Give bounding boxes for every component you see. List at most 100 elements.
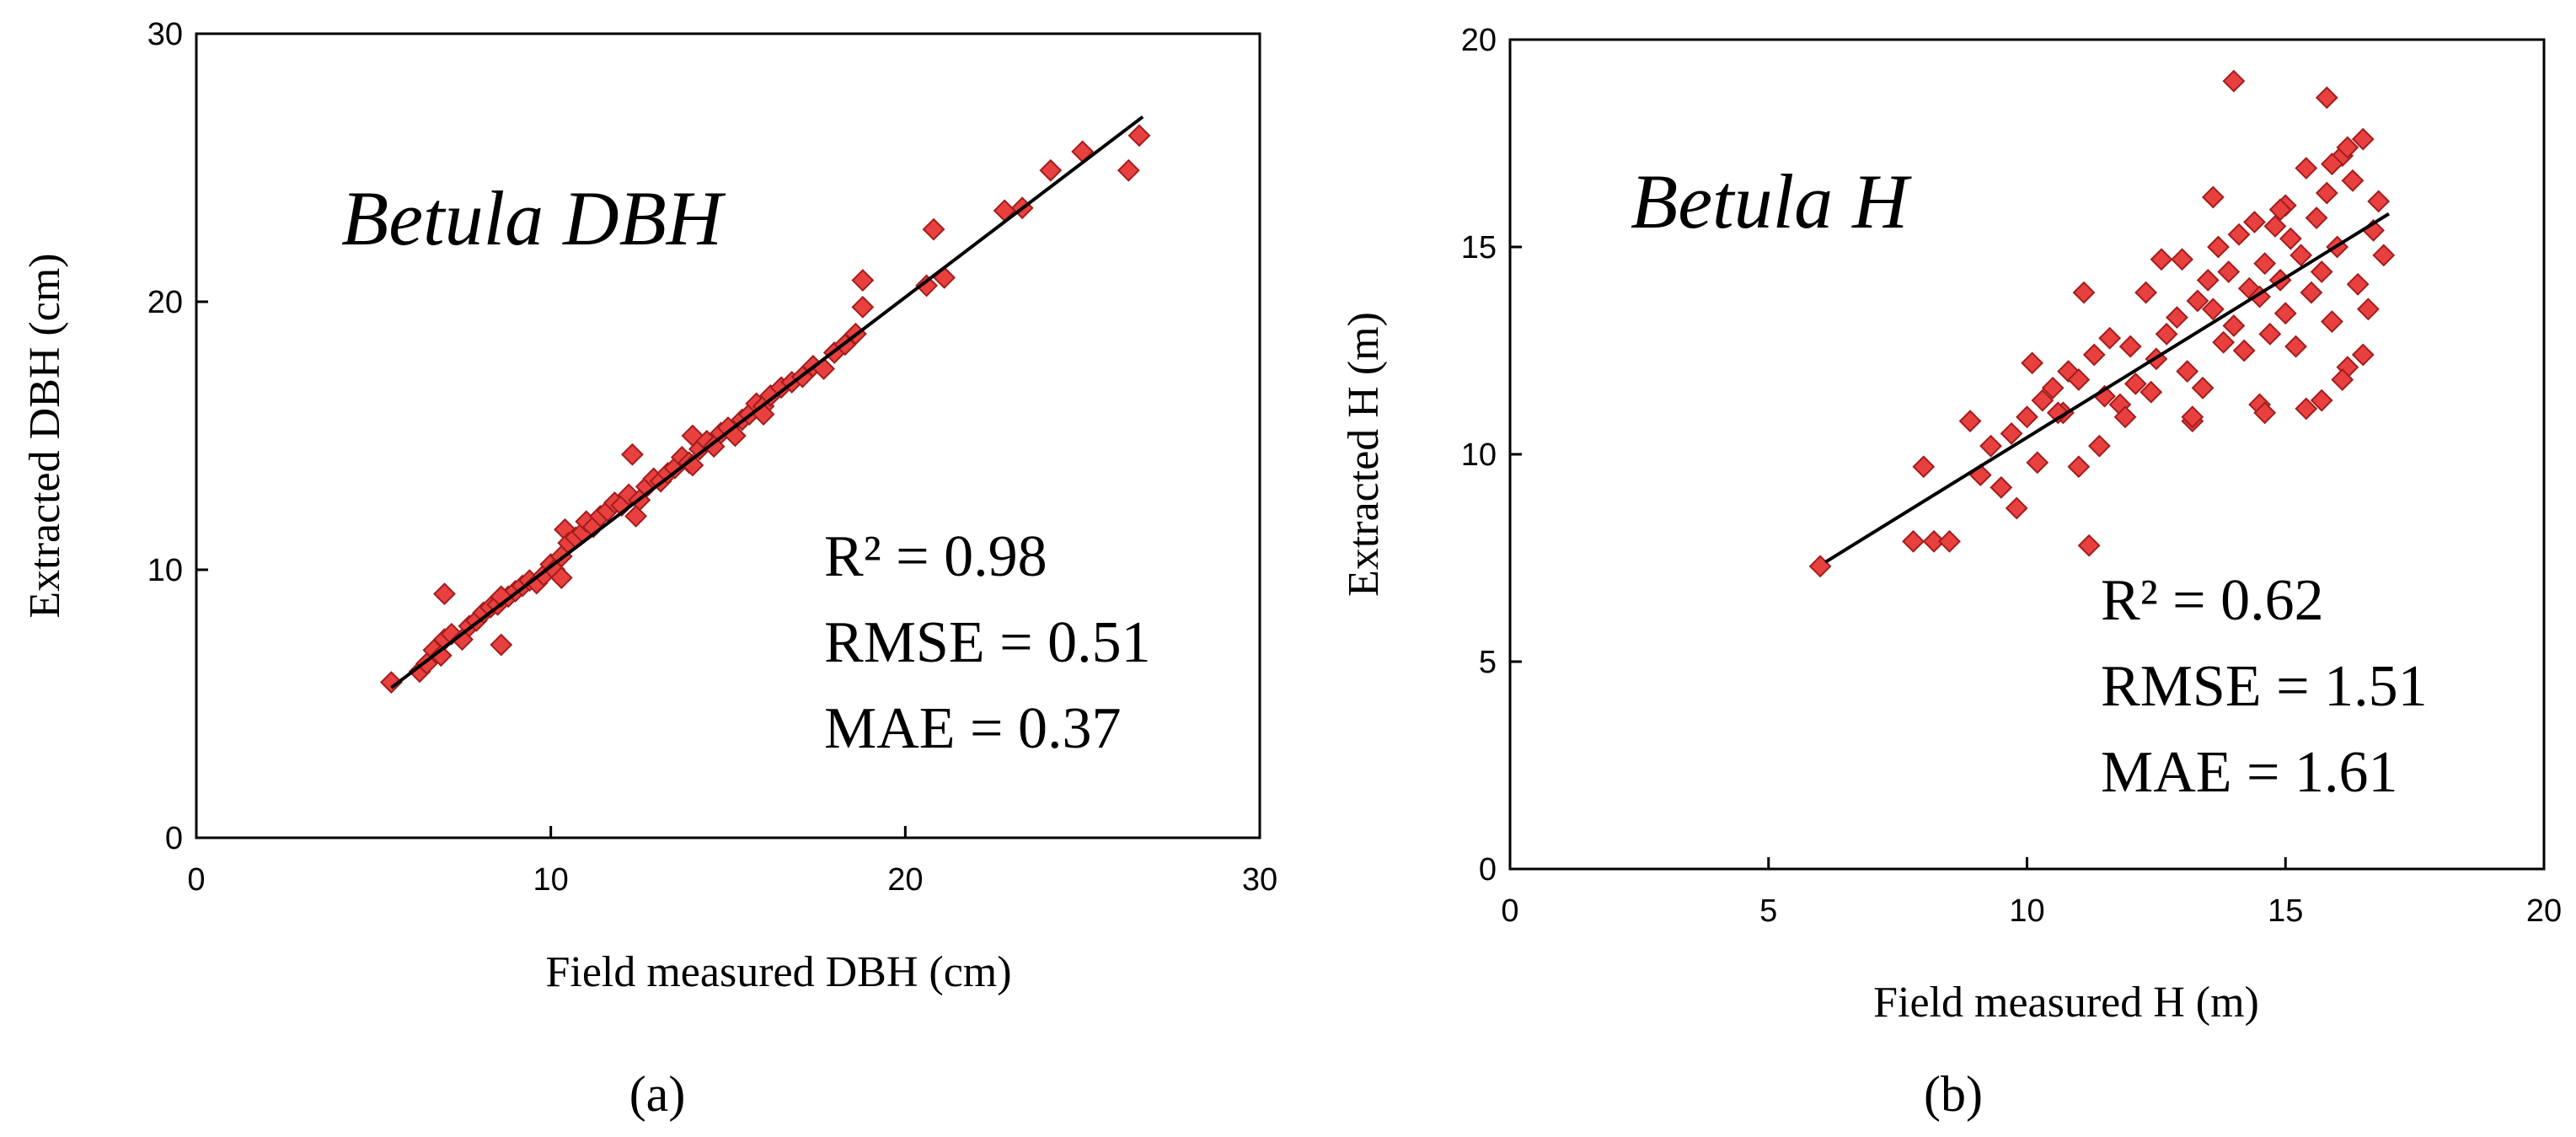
data-point-height-18 <box>2067 368 2091 391</box>
stat-r2-dbh: R² = 0.98 <box>824 524 1047 589</box>
y-tick-label-dbh-2: 20 <box>147 285 183 320</box>
x-tick-label-height-1: 5 <box>1759 893 1777 929</box>
data-point-height-76 <box>2181 405 2204 429</box>
x-ticks-height: 0 5 10 15 20 <box>1501 857 2562 929</box>
data-point-height-82 <box>2201 185 2225 209</box>
data-point-height-79 <box>2331 368 2354 391</box>
data-point-height-7 <box>1979 434 2002 458</box>
data-point-height-81 <box>2150 248 2173 271</box>
y-ticks-height: 0 5 10 15 20 <box>1461 23 1522 888</box>
stat-rmse-dbh: RMSE = 0.51 <box>824 610 1151 675</box>
data-point-height-5 <box>1958 410 1982 433</box>
data-point-height-71 <box>2351 127 2375 151</box>
data-point-height-42 <box>2222 69 2246 93</box>
chart-title-dbh: Betula DBH <box>341 175 726 261</box>
x-tick-label-dbh-0: 0 <box>187 862 205 898</box>
data-point-height-4 <box>1938 529 1961 553</box>
data-point-height-86 <box>2113 405 2137 429</box>
stat-mae-height: MAE = 1.61 <box>2101 740 2398 805</box>
y-tick-label-dbh-0: 0 <box>165 821 183 856</box>
data-point-height-40 <box>2212 330 2236 354</box>
y-axis-label-dbh: Extracted DBH (cm) <box>21 253 69 618</box>
data-point-dbh-76 <box>549 566 573 589</box>
data-point-height-62 <box>2310 260 2333 283</box>
data-point-height-3 <box>1922 529 1946 553</box>
x-tick-label-height-4: 20 <box>2526 893 2562 929</box>
data-point-height-12 <box>2021 351 2044 375</box>
data-point-height-69 <box>2341 169 2364 192</box>
data-point-height-8 <box>1990 475 2013 499</box>
x-tick-label-dbh-2: 20 <box>887 862 923 898</box>
data-point-height-41 <box>2217 260 2241 283</box>
data-point-dbh-64 <box>851 269 875 292</box>
data-point-height-70 <box>2346 272 2370 296</box>
data-point-height-85 <box>2336 136 2359 159</box>
data-point-height-27 <box>2123 372 2147 395</box>
data-point-dbh-73 <box>1127 124 1151 147</box>
trendline-height <box>1824 212 2391 564</box>
data-point-height-87 <box>2140 380 2163 404</box>
data-point-height-38 <box>2201 298 2225 321</box>
data-point-height-32 <box>2171 248 2193 271</box>
data-point-height-47 <box>2243 211 2266 233</box>
data-point-dbh-74 <box>433 582 456 606</box>
y-tick-label-height-0: 0 <box>1479 852 1497 888</box>
panel-label-a: (a) <box>629 1066 686 1122</box>
data-point-dbh-34 <box>621 442 644 466</box>
y-tick-label-height-3: 15 <box>1461 230 1497 265</box>
data-point-height-57 <box>2284 335 2307 358</box>
y-axis-label-height: Extracted H (m) <box>1340 312 1388 597</box>
data-point-height-90 <box>2310 389 2333 412</box>
data-point-height-15 <box>2041 376 2065 400</box>
stat-rmse-height: RMSE = 1.51 <box>2101 654 2428 719</box>
data-point-dbh-77 <box>624 504 648 528</box>
data-point-height-51 <box>2258 322 2282 346</box>
x-tick-label-dbh-3: 30 <box>1242 862 1277 898</box>
data-point-height-65 <box>2321 310 2343 333</box>
data-point-height-1 <box>1902 529 1925 553</box>
y-tick-label-dbh-1: 10 <box>147 553 183 588</box>
data-point-height-37 <box>2196 268 2220 292</box>
data-point-height-64 <box>2315 181 2338 205</box>
chart-dbh: 0 10 20 30 0 10 20 30 Betula DBH R² = 0.98 RMS… <box>21 17 1277 1122</box>
data-point-height-9 <box>2000 421 2023 445</box>
data-point-height-84 <box>2321 153 2343 176</box>
data-point-dbh-70 <box>1039 158 1063 182</box>
y-tick-label-height-2: 10 <box>1461 437 1497 473</box>
panel-label-b: (b) <box>1924 1066 1983 1122</box>
data-point-height-56 <box>2279 227 2302 250</box>
data-point-height-44 <box>2227 223 2251 246</box>
data-point-dbh-67 <box>933 265 956 289</box>
x-tick-label-height-3: 15 <box>2268 893 2303 929</box>
stat-r2-height: R² = 0.62 <box>2101 568 2324 633</box>
data-point-height-54 <box>2273 302 2297 325</box>
data-point-height-28 <box>2134 281 2158 304</box>
data-point-dbh-66 <box>922 217 945 241</box>
stat-mae-dbh: MAE = 0.37 <box>824 696 1122 761</box>
data-point-height-19 <box>2067 455 2091 479</box>
x-ticks-dbh: 0 10 20 30 <box>187 826 1277 898</box>
data-point-height-45 <box>2232 339 2256 362</box>
trendline-dbh <box>390 115 1144 689</box>
x-tick-label-height-2: 10 <box>2009 893 2044 929</box>
data-point-height-24 <box>2098 326 2122 350</box>
y-ticks-dbh: 0 10 20 30 <box>147 17 208 856</box>
data-point-height-80 <box>2351 343 2375 367</box>
data-point-height-83 <box>2268 198 2292 222</box>
data-point-height-33 <box>2176 360 2199 383</box>
y-tick-label-height-1: 5 <box>1479 645 1497 680</box>
data-point-dbh-63 <box>851 295 875 319</box>
data-point-height-31 <box>2166 306 2188 330</box>
data-point-height-52 <box>2263 214 2287 238</box>
data-point-height-50 <box>2253 252 2277 276</box>
chart-title-height: Betula H <box>1631 158 1912 244</box>
y-tick-label-height-4: 20 <box>1461 23 1497 58</box>
scatter-points-height <box>1808 69 2396 578</box>
y-tick-label-dbh-3: 30 <box>147 17 183 52</box>
data-point-height-20 <box>2072 281 2096 304</box>
data-point-height-74 <box>2367 190 2391 213</box>
plot-frame-dbh <box>195 32 1261 839</box>
data-point-height-11 <box>2016 405 2038 429</box>
data-point-height-35 <box>2186 289 2209 313</box>
x-axis-label-dbh: Field measured DBH (cm) <box>545 948 1011 996</box>
